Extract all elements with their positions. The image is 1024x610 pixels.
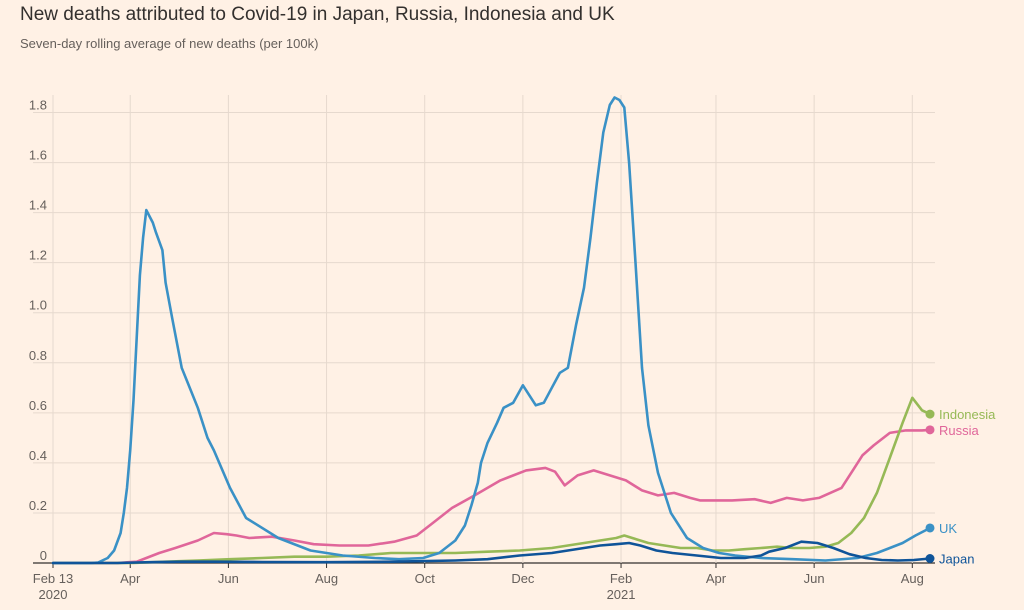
y-tick-label: 0.2	[29, 498, 47, 513]
chart-subtitle: Seven-day rolling average of new deaths …	[20, 36, 319, 51]
x-tick-label: Aug	[315, 571, 338, 586]
x-tick-label: Aug	[901, 571, 924, 586]
y-tick-labels: 0 0.2 0.4 0.6 0.8 1.0 1.2 1.4 1.6 1.8	[29, 98, 47, 563]
y-tick-label: 0	[40, 548, 47, 563]
series-end-marker-indonesia	[925, 409, 935, 419]
series-end-marker-uk	[925, 523, 935, 533]
x-tick-label: Jun	[804, 571, 825, 586]
x-tick-label: Jun	[218, 571, 239, 586]
y-gridlines	[33, 112, 935, 514]
y-tick-label: 0.6	[29, 398, 47, 413]
x-tick-year-label: 2021	[607, 587, 636, 602]
series-end-label-indonesia: Indonesia	[939, 407, 996, 422]
y-tick-label: 0.4	[29, 448, 47, 463]
series-lines	[51, 96, 932, 565]
series-end-label-uk: UK	[939, 521, 957, 536]
series-end-label-japan: Japan	[939, 551, 974, 566]
x-tick-year-label: 2020	[39, 587, 68, 602]
x-tick-label: Feb	[610, 571, 632, 586]
y-tick-label: 1.2	[29, 248, 47, 263]
series-line-russia	[51, 428, 932, 565]
series-end-label-russia: Russia	[939, 423, 980, 438]
x-tick-label: Apr	[120, 571, 141, 586]
y-tick-label: 0.8	[29, 348, 47, 363]
y-tick-label: 1.4	[29, 198, 47, 213]
y-tick-label: 1.6	[29, 148, 47, 163]
chart-title: New deaths attributed to Covid-19 in Jap…	[20, 4, 615, 25]
series-line-indonesia	[51, 396, 932, 565]
y-tick-label: 1.8	[29, 98, 47, 113]
x-tick-label: Dec	[511, 571, 535, 586]
series-line-japan	[51, 540, 932, 565]
x-gridlines	[33, 95, 935, 568]
y-tick-label: 1.0	[29, 298, 47, 313]
x-tick-label: Apr	[706, 571, 727, 586]
x-tick-label: Oct	[415, 571, 436, 586]
series-end-marker-japan	[925, 553, 935, 563]
series-line-uk	[51, 96, 932, 565]
x-tick-label: Feb 13	[33, 571, 73, 586]
series-end-marker-russia	[925, 425, 935, 435]
